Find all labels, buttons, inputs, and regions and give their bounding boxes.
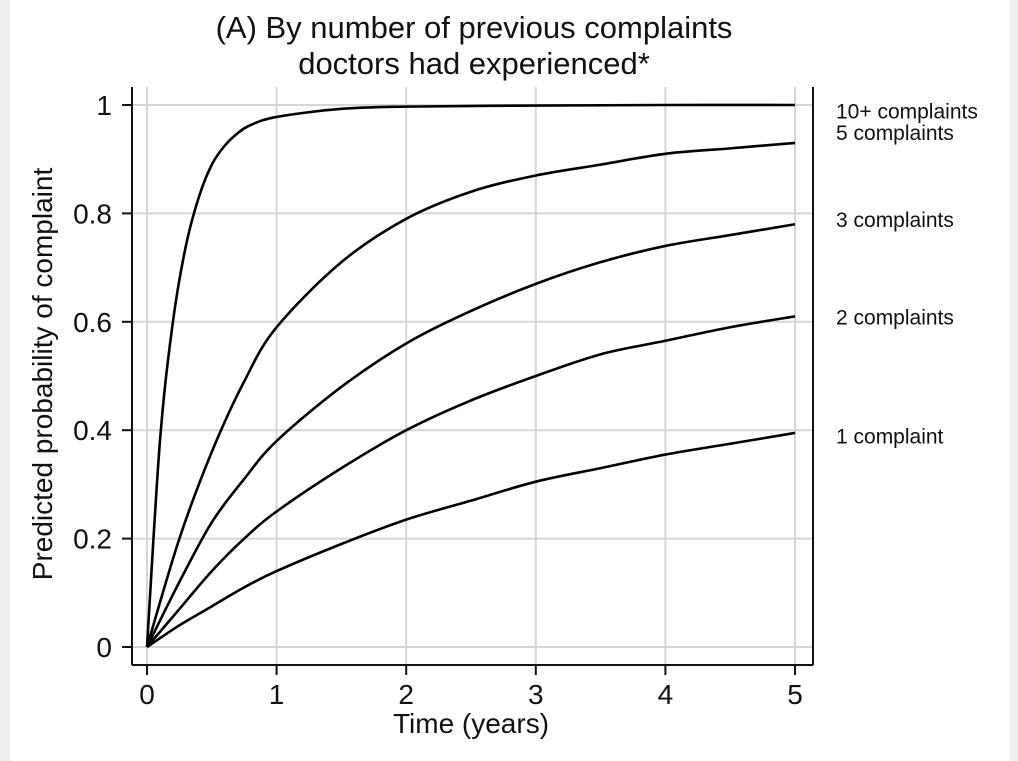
series-line (145, 103, 796, 648)
x-tick-labels: 0 1 2 3 4 5 (139, 679, 803, 710)
series-line (145, 222, 796, 648)
x-tick-label: 3 (528, 679, 544, 710)
y-tick-label: 0.6 (73, 307, 112, 338)
series-label: 10+ complaints (836, 100, 978, 123)
series-line (145, 141, 796, 648)
y-tick-label: 1 (96, 90, 112, 121)
series-line (146, 315, 796, 648)
series-label: 3 complaints (836, 209, 954, 232)
x-axis-label: Time (years) (393, 708, 549, 739)
series-label: 2 complaints (836, 306, 954, 329)
chart-figure: (A) By number of previous complaints doc… (10, 0, 1010, 761)
chart-title-line-2: doctors had experienced* (298, 46, 650, 81)
x-tick-label: 0 (139, 679, 155, 710)
axes (122, 87, 814, 675)
chart-title: (A) By number of previous complaints doc… (216, 10, 733, 81)
chart-title-line-1: (A) By number of previous complaints (216, 10, 733, 45)
y-tick-label: 0.4 (73, 415, 112, 446)
y-axis-label: Predicted probability of complaint (27, 168, 58, 581)
series-label: 5 complaints (836, 122, 954, 145)
y-tick-labels: 0 0.2 0.4 0.6 0.8 1 (73, 90, 112, 663)
y-tick-label: 0 (96, 632, 112, 663)
series-lines (145, 103, 796, 649)
x-tick-label: 4 (658, 679, 674, 710)
series-line (146, 431, 796, 649)
series-label: 1 complaint (836, 426, 944, 449)
y-tick-label: 0.2 (73, 524, 112, 555)
line-chart: (A) By number of previous complaints doc… (27, 10, 978, 739)
x-tick-label: 2 (398, 679, 414, 710)
x-tick-label: 1 (269, 679, 285, 710)
y-tick-label: 0.8 (73, 198, 112, 229)
gridlines (132, 87, 813, 665)
x-tick-label: 5 (787, 679, 803, 710)
